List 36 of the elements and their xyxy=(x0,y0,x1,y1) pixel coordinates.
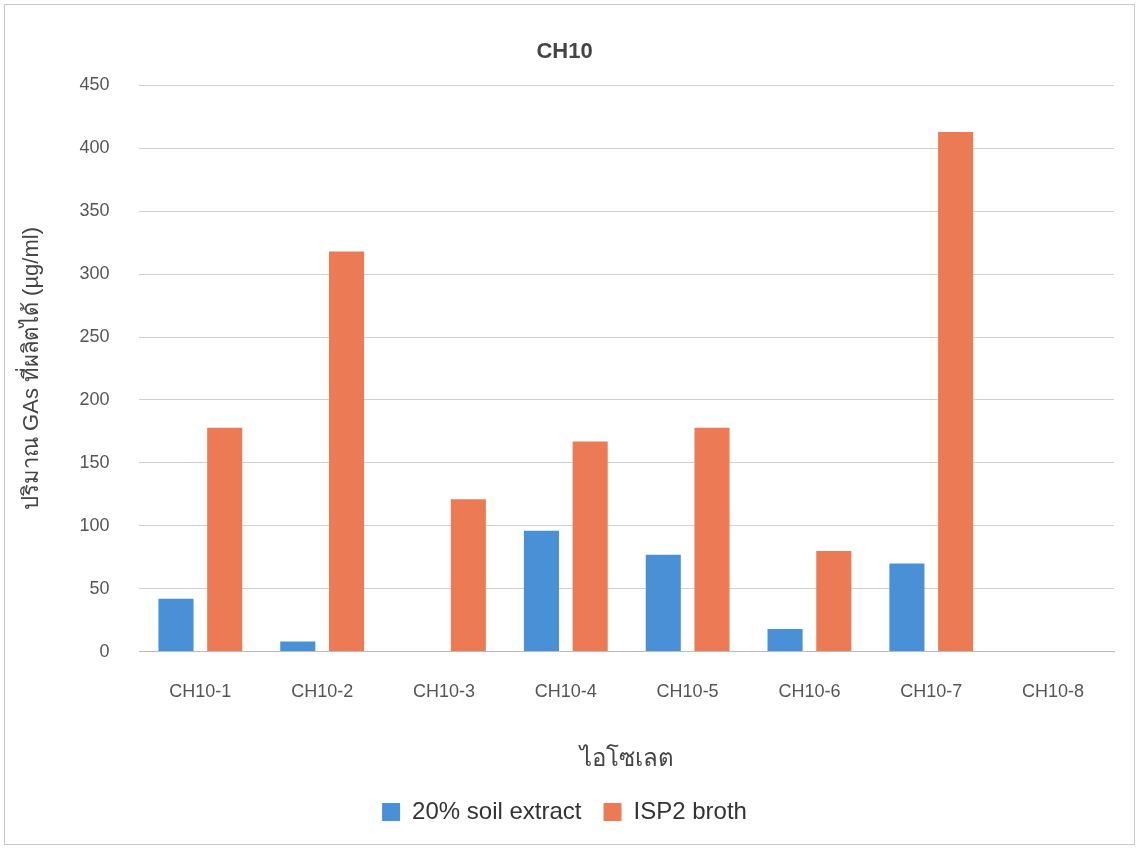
bar xyxy=(328,251,365,652)
y-tick-label: 400 xyxy=(79,137,110,158)
bar xyxy=(207,427,243,652)
legend-label: 20% soil extract xyxy=(412,796,582,824)
x-tick-label: CH10-2 xyxy=(291,681,354,702)
x-tick-label: CH10-7 xyxy=(900,681,963,702)
y-tick-label: 350 xyxy=(79,200,110,221)
y-tick-label: 0 xyxy=(99,640,110,661)
y-tick-label: 450 xyxy=(79,74,110,95)
y-tick-label: 250 xyxy=(79,326,110,347)
x-tick-label: CH10-8 xyxy=(1022,681,1085,702)
x-tick-label: CH10-6 xyxy=(778,681,841,702)
bar xyxy=(572,441,608,652)
chart-title: CH10 xyxy=(536,38,593,64)
x-tick-label: CH10-3 xyxy=(412,681,475,702)
y-tick-label: 300 xyxy=(79,263,110,284)
y-tick-label: 100 xyxy=(79,514,110,535)
y-tick-label: 150 xyxy=(79,451,110,472)
bar xyxy=(938,131,974,652)
bar xyxy=(767,628,803,652)
bar xyxy=(280,641,316,652)
x-tick-label: CH10-4 xyxy=(534,681,597,702)
legend-label: ISP2 broth xyxy=(633,796,747,824)
bar xyxy=(645,554,681,652)
bar xyxy=(523,530,559,652)
bar xyxy=(889,563,925,652)
bar xyxy=(158,598,194,652)
x-axis-title: ไอโซเลต xyxy=(577,744,674,772)
bar xyxy=(816,550,852,652)
bar xyxy=(694,427,730,652)
x-tick-label: CH10-5 xyxy=(656,681,719,702)
y-tick-label: 50 xyxy=(89,577,110,598)
y-axis-title: ปริมาณ GAs ที่ผลิตได้ (µg/ml) xyxy=(15,226,44,511)
bar xyxy=(450,499,486,652)
y-tick-label: 200 xyxy=(79,388,110,409)
x-tick-label: CH10-1 xyxy=(169,681,232,702)
